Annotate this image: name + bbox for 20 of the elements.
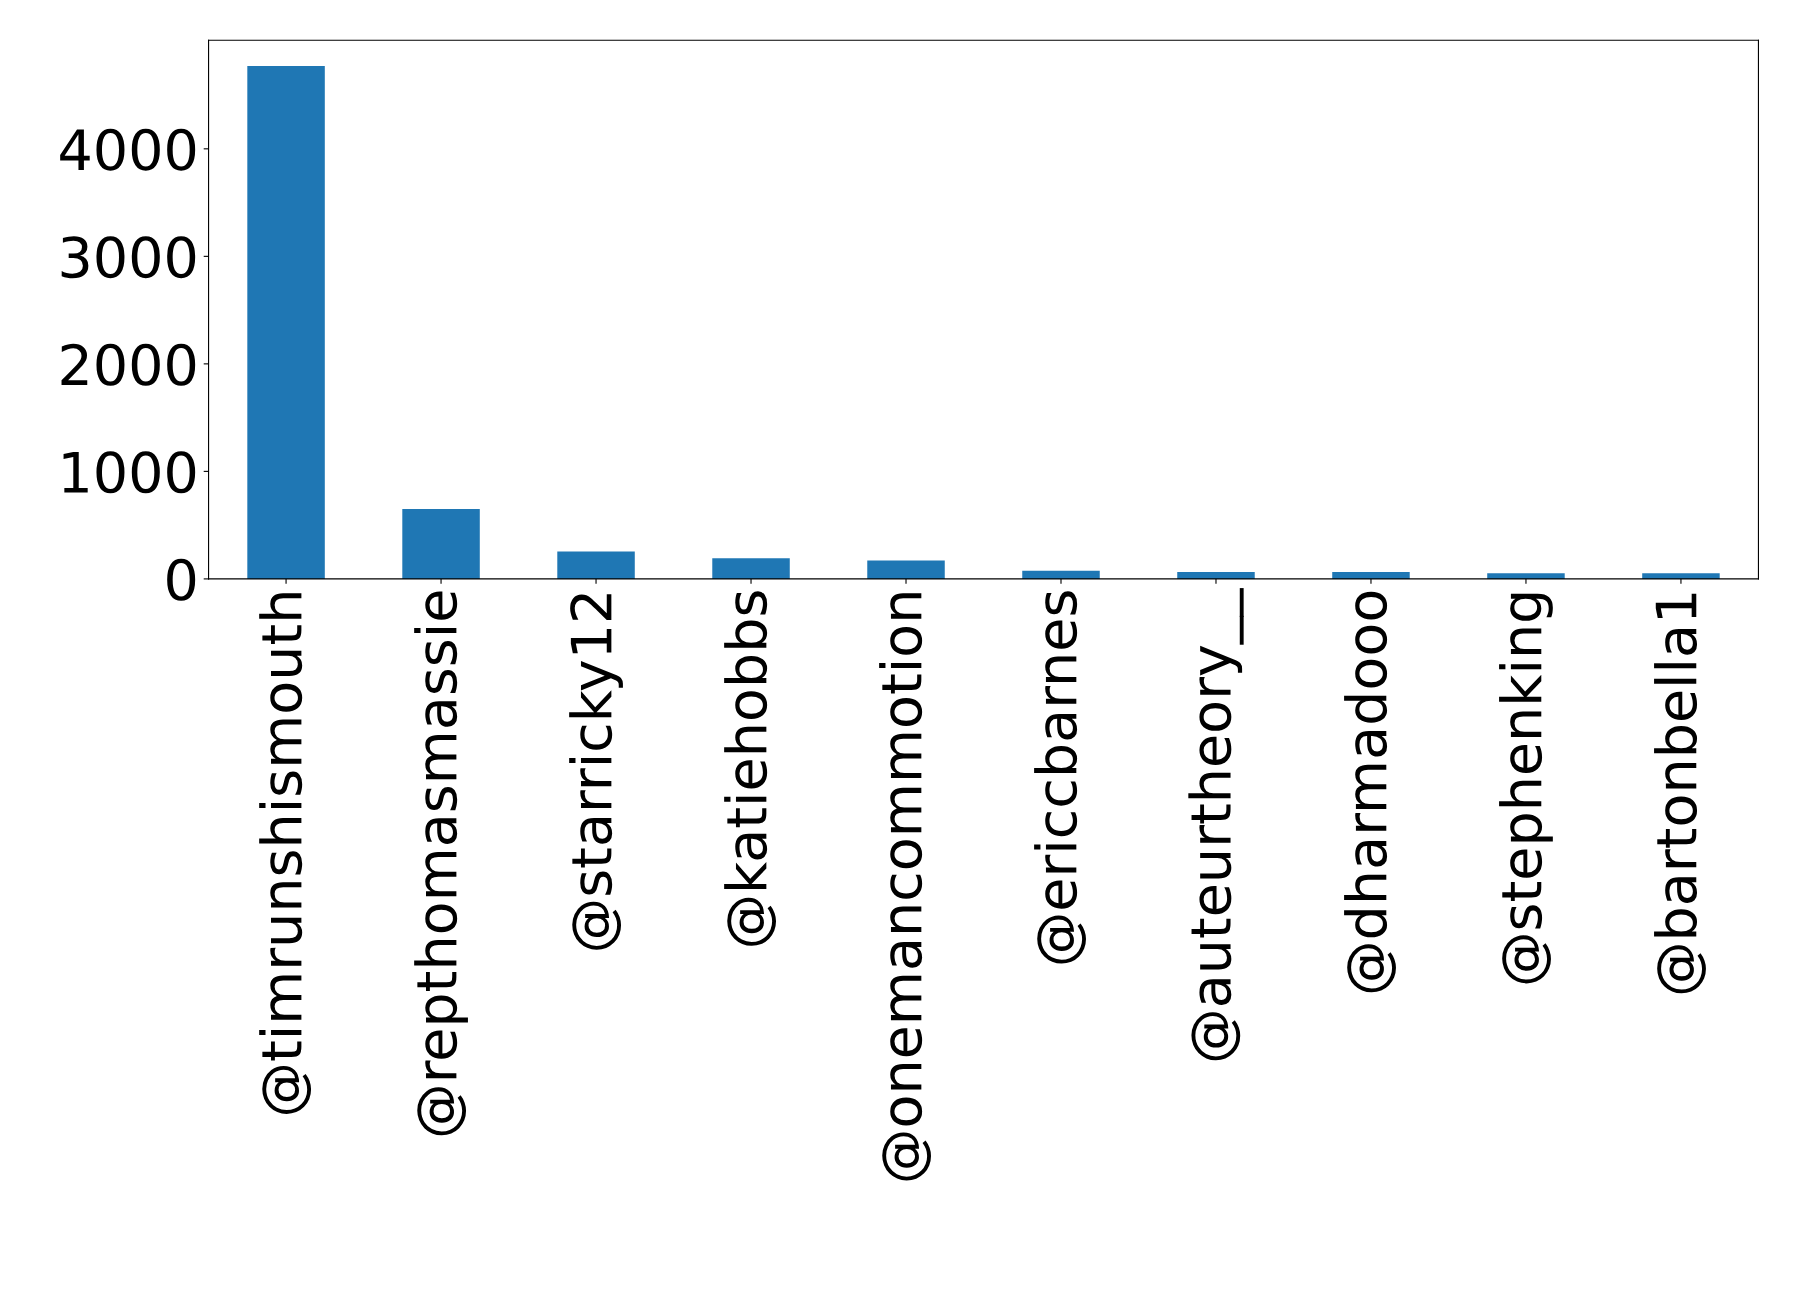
y-tick-label: 2000 (61, 343, 196, 386)
x-tick-label: @auteurtheory__ (1188, 588, 1244, 1061)
x-tick-label: @stephenking (1499, 593, 1553, 984)
x-tick-label: @onemancommotion (879, 593, 931, 1181)
x-tick-label: @ericcbarnes (1034, 591, 1086, 964)
x-tick-label: @dharmadooo (1344, 591, 1396, 993)
y-tick-label: 1000 (63, 451, 196, 494)
x-tick-label: @timrunshismouth (259, 593, 312, 1114)
bar (867, 560, 945, 579)
bar (557, 551, 635, 579)
y-tick-label: 4000 (60, 128, 196, 171)
x-tick-label: @bartonbella1 (1654, 593, 1706, 994)
bar (402, 509, 480, 579)
bar (247, 66, 325, 579)
x-tick-label: @repthomasmassie (414, 591, 468, 1136)
y-tick-label: 0 (167, 558, 196, 601)
x-tick-label: @starricky12 (569, 594, 623, 950)
bar (712, 558, 790, 579)
x-tick-label: @katiehobbs (724, 591, 777, 946)
y-tick-label: 3000 (61, 236, 196, 279)
